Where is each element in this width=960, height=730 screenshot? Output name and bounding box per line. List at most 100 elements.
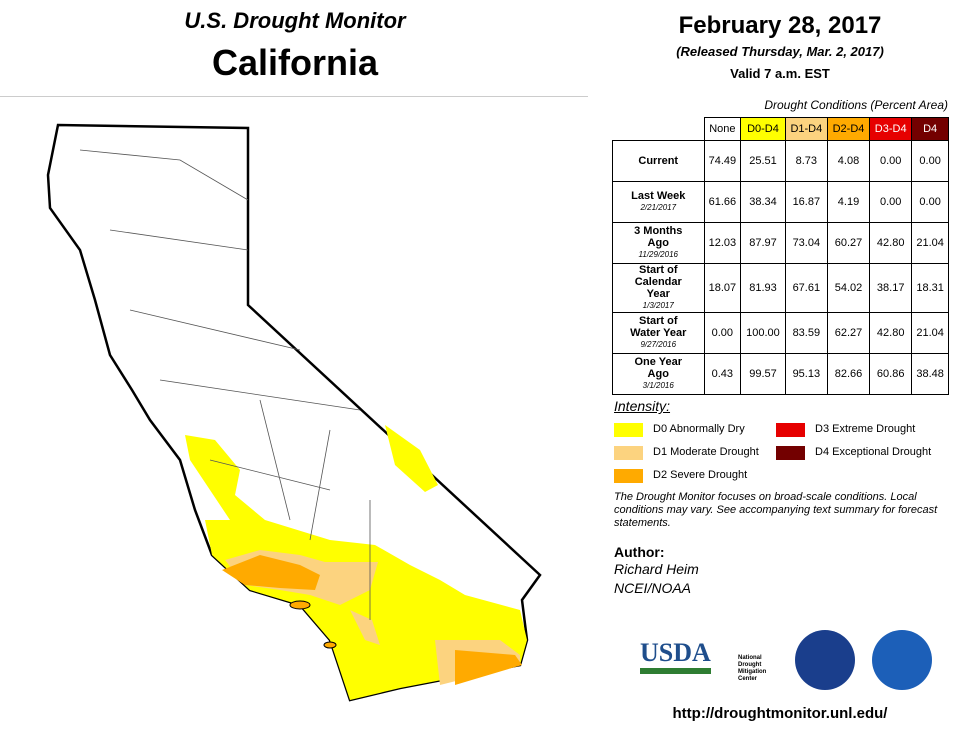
commerce-seal [795, 630, 855, 690]
row-title: Start of Calendar Year [634, 264, 682, 300]
row-date: 1/3/2017 [642, 301, 674, 310]
legend-label: D2 Severe Drought [653, 469, 748, 481]
legend-swatch [776, 423, 805, 437]
note: The Drought Monitor focuses on broad-sca… [614, 491, 938, 529]
header-row: None D0-D4 D1-D4 D2-D4 D3-D4 D4 [613, 117, 949, 141]
cell: 4.08 [826, 140, 871, 182]
cell: 82.66 [826, 353, 871, 395]
table-row: Current 74.49 25.51 8.73 4.08 0.00 0.00 [612, 140, 949, 182]
row-title: 3 Months Ago [634, 225, 683, 249]
released: (Released Thursday, Mar. 2, 2017) [676, 44, 884, 59]
cell: 0.43 [703, 353, 742, 395]
corner [613, 118, 705, 141]
column-header: None [703, 117, 742, 141]
column-header: D2-D4 [826, 117, 871, 141]
cell: 25.51 [740, 140, 786, 182]
date: February 28, 2017 [678, 12, 882, 39]
row-date: 11/29/2016 [638, 250, 678, 259]
row-label: Current [612, 140, 705, 182]
ndmc-text: National [738, 655, 762, 661]
row-title: Start of Water Year [630, 315, 687, 339]
d2-area [222, 555, 522, 685]
cell: 42.80 [869, 222, 913, 264]
author-org: NCEI/NOAA [614, 580, 692, 596]
legend-swatch [614, 446, 643, 460]
cell: 99.57 [740, 353, 786, 395]
column-header: D1-D4 [784, 117, 828, 141]
cell: 87.97 [740, 222, 786, 264]
table-row: Start of Water Year 9/27/2016 0.00 100.00 83… [612, 312, 949, 354]
conditions-table: None D0-D4 D1-D4 D2-D4 D3-D4 D4 Current 74.49 25… [612, 117, 949, 395]
state: California [211, 42, 379, 83]
cell: 83.59 [784, 312, 828, 354]
legend-label: D4 Exceptional Drought [815, 446, 932, 458]
cell: 0.00 [869, 140, 913, 182]
row-label: One Year Ago 3/1/2016 [612, 353, 705, 395]
cell: 18.31 [911, 263, 949, 313]
row-date: 3/1/2016 [642, 381, 674, 390]
author-heading: Author: [614, 544, 665, 560]
row-date: 2/21/2017 [640, 203, 677, 212]
ndmc-text: Center [738, 676, 758, 682]
map [46, 123, 542, 702]
table-row: One Year Ago 3/1/2016 0.43 99.57 95.13 82.66 6… [612, 353, 949, 395]
cell: 95.13 [784, 353, 828, 395]
cell: 74.49 [703, 140, 742, 182]
cell: 38.17 [869, 263, 913, 313]
cell: 8.73 [784, 140, 828, 182]
table-caption: Drought Conditions (Percent Area) [764, 98, 948, 112]
row-title: Current [638, 155, 679, 167]
legend-swatch [614, 423, 643, 437]
legend-label: D0 Abnormally Dry [653, 423, 745, 435]
cell: 21.04 [911, 312, 949, 354]
noaa-seal [872, 630, 932, 690]
ndmc-text: Mitigation [738, 669, 767, 675]
column-header: D4 [911, 117, 949, 141]
cell: 0.00 [911, 140, 949, 182]
cell: 60.27 [826, 222, 871, 264]
url: http://droughtmonitor.unl.edu/ [672, 705, 888, 722]
island [289, 600, 311, 610]
divider [0, 96, 588, 97]
table-row: 3 Months Ago 11/29/2016 12.03 87.97 73.04 60.… [612, 222, 949, 264]
cell: 62.27 [826, 312, 871, 354]
cell: 0.00 [703, 312, 742, 354]
table-row: Last Week 2/21/2017 61.66 38.34 16.87 4.19 0.0… [612, 181, 949, 223]
cell: 0.00 [911, 181, 949, 223]
table-row: Start of Calendar Year 1/3/2017 18.07 81.93… [612, 263, 949, 313]
cell: 54.02 [826, 263, 871, 313]
author-name: Richard Heim [614, 561, 699, 577]
cell: 67.61 [784, 263, 828, 313]
cell: 60.86 [869, 353, 913, 395]
cell: 81.93 [740, 263, 786, 313]
cell: 12.03 [703, 222, 742, 264]
row-title: One Year Ago [634, 356, 683, 380]
cell: 61.66 [703, 181, 742, 223]
cell: 16.87 [784, 181, 828, 223]
cell: 21.04 [911, 222, 949, 264]
legend-swatch [776, 446, 805, 460]
valid: Valid 7 a.m. EST [730, 66, 830, 81]
cell: 73.04 [784, 222, 828, 264]
title: U.S. Drought Monitor [184, 8, 406, 33]
column-header: D3-D4 [869, 117, 913, 141]
cell: 0.00 [869, 181, 913, 223]
row-label: 3 Months Ago 11/29/2016 [612, 222, 705, 264]
ndmc-text: Drought [738, 662, 762, 668]
cell: 38.48 [911, 353, 949, 395]
cell: 38.34 [740, 181, 786, 223]
d0-area [385, 425, 438, 492]
row-label: Start of Water Year 9/27/2016 [612, 312, 705, 354]
legend-label: D3 Extreme Drought [815, 423, 916, 435]
row-label: Start of Calendar Year 1/3/2017 [612, 263, 705, 313]
legend-label: D1 Moderate Drought [653, 446, 759, 458]
row-title: Last Week [631, 190, 686, 202]
island [323, 641, 337, 649]
cell: 4.19 [826, 181, 871, 223]
legend-title: Intensity: [614, 398, 671, 414]
cell: 100.00 [740, 312, 786, 354]
cell: 18.07 [703, 263, 742, 313]
county-lines [79, 149, 371, 620]
column-header: D0-D4 [740, 117, 786, 141]
